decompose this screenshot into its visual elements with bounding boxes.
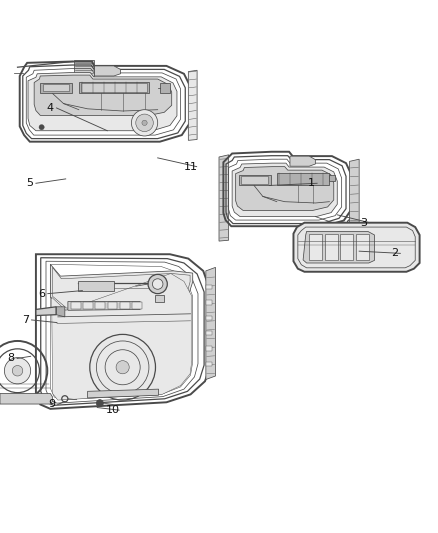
Polygon shape [81, 83, 147, 92]
Polygon shape [52, 273, 192, 400]
Polygon shape [232, 163, 337, 216]
Polygon shape [160, 84, 170, 93]
Text: 9: 9 [48, 399, 55, 409]
Polygon shape [188, 70, 197, 140]
Polygon shape [356, 234, 369, 260]
Polygon shape [328, 174, 335, 181]
Polygon shape [206, 285, 212, 289]
Polygon shape [83, 302, 93, 309]
Text: 11: 11 [184, 161, 198, 172]
Text: 6: 6 [38, 289, 45, 298]
Circle shape [142, 120, 147, 125]
Circle shape [96, 400, 103, 407]
Polygon shape [79, 82, 149, 93]
Polygon shape [56, 307, 65, 317]
Polygon shape [36, 307, 56, 316]
Polygon shape [290, 156, 315, 166]
Polygon shape [68, 302, 140, 310]
Polygon shape [309, 234, 322, 260]
Polygon shape [206, 361, 212, 366]
Polygon shape [340, 234, 353, 260]
Polygon shape [40, 83, 72, 93]
Polygon shape [78, 280, 114, 290]
Text: 2: 2 [391, 248, 398, 259]
Polygon shape [155, 295, 164, 302]
Circle shape [105, 350, 140, 385]
Circle shape [152, 279, 163, 289]
Polygon shape [50, 264, 193, 310]
Polygon shape [277, 173, 329, 185]
Polygon shape [43, 84, 69, 91]
Polygon shape [303, 231, 374, 263]
Polygon shape [206, 268, 215, 379]
Polygon shape [132, 302, 142, 309]
Polygon shape [206, 316, 212, 320]
Polygon shape [95, 66, 120, 76]
Polygon shape [350, 159, 359, 223]
Circle shape [131, 110, 158, 136]
Circle shape [116, 361, 129, 374]
Text: 4: 4 [47, 103, 54, 113]
Circle shape [148, 274, 167, 294]
Polygon shape [74, 60, 94, 78]
Polygon shape [120, 302, 130, 309]
Polygon shape [236, 167, 334, 211]
Polygon shape [219, 155, 229, 241]
Text: 10: 10 [106, 405, 120, 415]
Polygon shape [34, 75, 172, 115]
Polygon shape [0, 393, 53, 404]
Polygon shape [71, 302, 81, 309]
Text: 1: 1 [307, 178, 314, 188]
Circle shape [12, 366, 23, 376]
Polygon shape [206, 346, 212, 351]
Circle shape [4, 358, 31, 384]
Polygon shape [88, 389, 159, 398]
Polygon shape [293, 223, 420, 272]
Polygon shape [28, 72, 177, 131]
Text: 8: 8 [7, 353, 14, 364]
Text: 7: 7 [22, 315, 29, 325]
Polygon shape [325, 234, 338, 260]
Polygon shape [239, 174, 271, 185]
Circle shape [136, 114, 153, 132]
Polygon shape [206, 300, 212, 304]
Circle shape [39, 125, 44, 130]
Text: 3: 3 [360, 217, 367, 228]
Polygon shape [95, 302, 105, 309]
Polygon shape [206, 331, 212, 335]
Polygon shape [241, 176, 268, 184]
Text: 5: 5 [26, 178, 33, 188]
Polygon shape [108, 302, 117, 309]
